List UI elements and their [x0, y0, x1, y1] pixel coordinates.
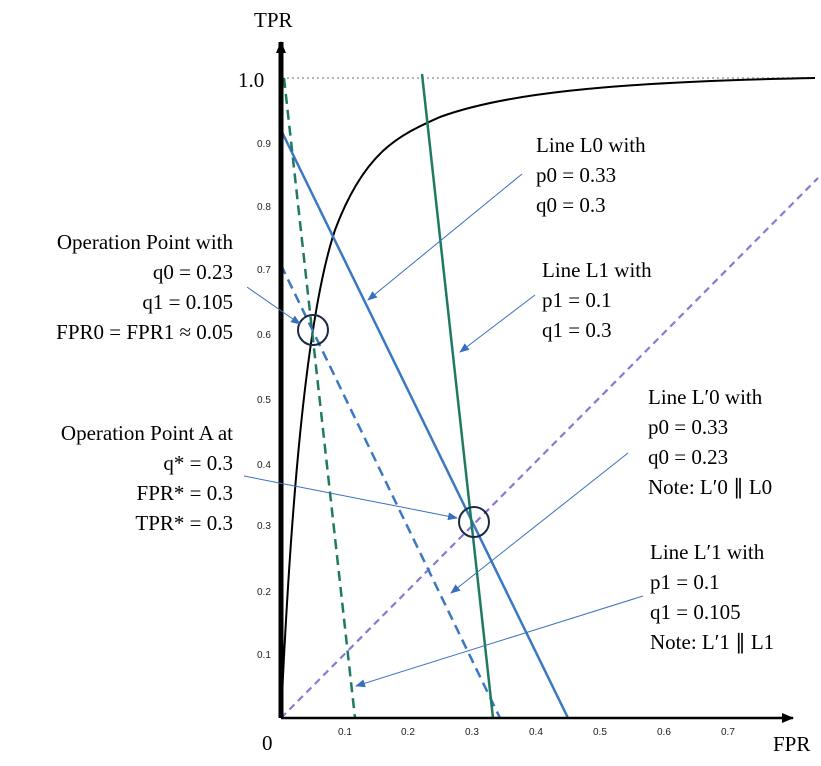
annotation-line: p1 = 0.1	[542, 288, 612, 312]
y-tick-label: 0.1	[257, 650, 271, 661]
annotation-line: q* = 0.3	[163, 451, 233, 475]
x-tick-label: 0.7	[721, 727, 735, 738]
annotation-line: p1 = 0.1	[650, 570, 720, 594]
annotation-line: q1 = 0.105	[650, 600, 741, 624]
annotation-line: p0 = 0.33	[536, 163, 616, 187]
arrow-line-l1-prime	[355, 595, 644, 688]
line-l1-prime-annotation: Line L′1 with p1 = 0.1 q1 = 0.105 Note: …	[650, 540, 774, 654]
arrow-line-l0	[367, 173, 523, 301]
annotation-line: q0 = 0.23	[648, 445, 728, 469]
annotation-line: Line L′1 with	[650, 540, 765, 564]
y-tick-label: 0.7	[257, 265, 271, 276]
operation-point-a-annotation: Operation Point A at q* = 0.3 FPR* = 0.3…	[61, 421, 233, 535]
y-top-tick-label: 1.0	[238, 68, 264, 92]
diagonal-dashed-line	[280, 177, 819, 719]
y-tick-label: 0.4	[257, 460, 271, 471]
annotation-line: Line L1 with	[542, 258, 652, 282]
line-l1-prime	[282, 77, 357, 719]
y-tick-label: 0.9	[257, 139, 271, 150]
annotation-line: Note: L′0 ∥ L0	[648, 475, 772, 499]
annotation-line: Line L′0 with	[648, 385, 763, 409]
line-l0-annotation: Line L0 with p0 = 0.33 q0 = 0.3	[536, 133, 646, 217]
line-l1	[420, 73, 495, 719]
annotation-line: Operation Point A at	[61, 421, 233, 445]
arrow-operation-point-a	[243, 475, 458, 521]
x-tick-label: 0.2	[401, 727, 415, 738]
operation-point-annotation: Operation Point with q0 = 0.23 q1 = 0.10…	[56, 230, 233, 344]
y-tick-label: 0.2	[257, 587, 271, 598]
y-tick-label: 0.5	[257, 395, 271, 406]
x-tick-label: 0.4	[529, 727, 543, 738]
annotation-line: q0 = 0.23	[153, 260, 233, 284]
x-axis-label: FPR	[773, 732, 810, 756]
x-tick-label: 0.3	[465, 727, 479, 738]
annotation-line: q1 = 0.105	[142, 290, 233, 314]
x-tick-label: 0.6	[657, 727, 671, 738]
y-axis-label: TPR	[254, 8, 293, 32]
arrow-line-l1	[459, 294, 536, 353]
operation-point-circle	[297, 314, 329, 346]
y-tick-label: 0.3	[257, 521, 271, 532]
annotation-line: Line L0 with	[536, 133, 646, 157]
arrow-line-l0-prime	[450, 452, 629, 594]
annotation-line: TPR* = 0.3	[135, 511, 233, 535]
x-tick-label: 0.1	[338, 727, 352, 738]
y-tick-label: 0.6	[257, 330, 271, 341]
annotation-line: FPR0 = FPR1 ≈ 0.05	[56, 320, 233, 344]
roc-curve	[280, 77, 816, 719]
x-tick-label: 0.5	[593, 727, 607, 738]
annotation-line: q0 = 0.3	[536, 193, 606, 217]
y-tick-label: 0.8	[257, 202, 271, 213]
line-l1-annotation: Line L1 with p1 = 0.1 q1 = 0.3	[542, 258, 652, 342]
arrow-operation-point	[246, 286, 301, 325]
annotation-line: q1 = 0.3	[542, 318, 612, 342]
annotation-line: Note: L′1 ∥ L1	[650, 630, 774, 654]
line-l0-prime	[279, 264, 502, 719]
line-l0-prime-annotation: Line L′0 with p0 = 0.33 q0 = 0.23 Note: …	[648, 385, 772, 499]
line-l0	[279, 129, 570, 719]
annotation-line: FPR* = 0.3	[137, 481, 233, 505]
operation-point-a-circle	[458, 506, 490, 538]
annotation-line: Operation Point with	[57, 230, 234, 254]
annotation-line: p0 = 0.33	[648, 415, 728, 439]
origin-label: 0	[262, 731, 273, 755]
